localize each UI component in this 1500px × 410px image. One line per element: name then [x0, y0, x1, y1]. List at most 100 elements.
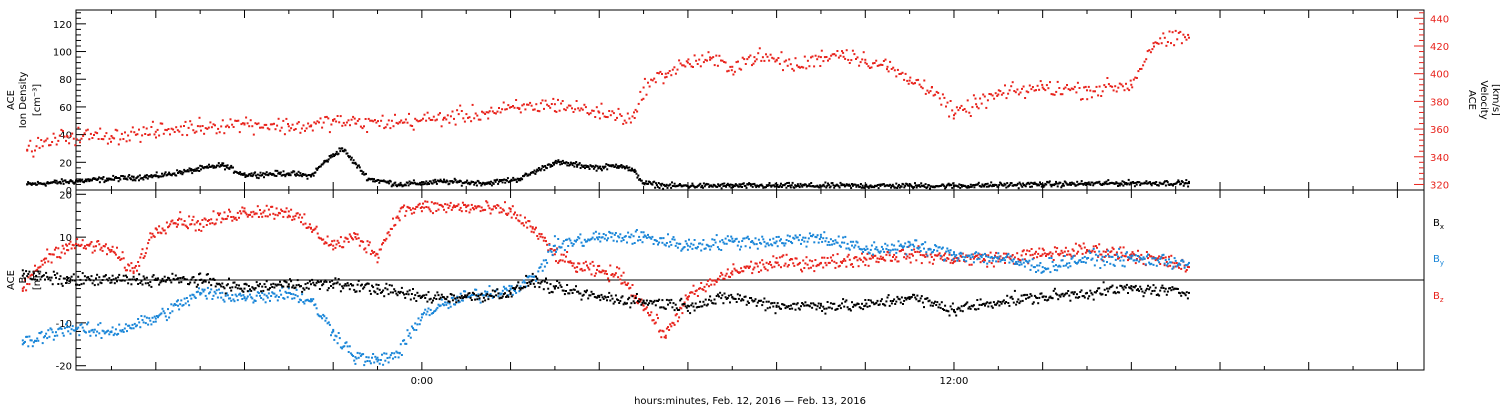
- trace-dot-2-848: [961, 252, 964, 255]
- trace-dot-4-186: [228, 277, 230, 280]
- trace-dot-3-106: [139, 326, 142, 329]
- trace-dot-2-211: [255, 212, 258, 215]
- trace-dot-1-685: [1089, 89, 1092, 92]
- trace-dot-3-399: [464, 290, 467, 293]
- trace-dot-3-613: [701, 243, 704, 246]
- tick-label-right-0: 320: [1430, 180, 1449, 191]
- data-point-1-27: [864, 58, 867, 61]
- trace-dot-2-618: [706, 279, 709, 282]
- trace-dot-1-441: [710, 57, 713, 60]
- trace-dot-4-203: [246, 290, 249, 293]
- trace-dot-2-865: [980, 253, 983, 256]
- trace-dot-4-476: [549, 283, 552, 286]
- trace-dot-4-119: [153, 278, 156, 281]
- trace-dot-3-935: [1058, 264, 1061, 267]
- trace-dot-4-40: [66, 276, 69, 278]
- trace-dot-4-365: [426, 300, 429, 303]
- trace-dot-3-6: [28, 335, 31, 338]
- trace-dot-2-524: [602, 269, 605, 272]
- trace-dot-2-354: [414, 208, 417, 210]
- trace-dot-2-714: [813, 270, 816, 273]
- trace-dot-1-247: [409, 124, 412, 127]
- trace-dot-3-476: [549, 249, 552, 252]
- trace-dot-2-657: [750, 260, 753, 263]
- trace-dot-0-1003: [915, 186, 918, 189]
- trace-dot-3-916: [1037, 269, 1040, 272]
- trace-dot-4-225: [271, 286, 274, 288]
- trace-dot-0-131: [142, 178, 145, 181]
- trace-dot-3-364: [425, 313, 428, 316]
- trace-dot-3-500: [576, 238, 579, 241]
- trace-dot-2-785: [892, 256, 894, 258]
- trace-dot-2-711: [810, 266, 812, 269]
- trace-dot-3-284: [336, 342, 339, 345]
- trace-dot-3-54: [81, 326, 84, 329]
- trace-dot-2-456: [527, 220, 530, 222]
- trace-dot-3-436: [505, 287, 508, 290]
- trace-dot-2-542: [622, 271, 625, 274]
- trace-dot-3-914: [1035, 271, 1037, 273]
- trace-dot-1-332: [541, 99, 544, 102]
- trace-dot-2-765: [869, 257, 872, 260]
- trace-dot-0-270: [265, 171, 268, 174]
- trace-dot-3-652: [744, 245, 747, 248]
- trace-dot-3-729: [829, 238, 832, 241]
- trace-dot-2-188: [230, 216, 233, 218]
- trace-dot-2-325: [382, 241, 385, 244]
- trace-dot-3-858: [972, 261, 975, 264]
- trace-dot-0-5: [30, 183, 33, 186]
- trace-dot-2-688: [784, 262, 787, 265]
- trace-dot-1-570: [910, 81, 913, 84]
- trace-dot-4-455: [526, 282, 529, 284]
- trace-dot-0-1007: [919, 185, 922, 188]
- trace-dot-3-268: [318, 315, 321, 318]
- trace-dot-0-1063: [968, 186, 971, 188]
- trace-dot-1-153: [263, 123, 266, 126]
- trace-dot-1-21: [58, 134, 61, 137]
- trace-dot-3-277: [328, 323, 331, 326]
- trace-dot-1-477: [766, 55, 769, 58]
- trace-dot-1-210: [352, 115, 355, 118]
- trace-dot-0-898: [822, 183, 825, 186]
- trace-dot-3-902: [1021, 258, 1024, 261]
- trace-dot-3-611: [699, 242, 702, 245]
- trace-dot-1-595: [949, 100, 952, 102]
- trace-dot-0-420: [398, 184, 401, 187]
- trace-dot-0-717: [662, 187, 665, 190]
- trace-dot-2-715: [814, 259, 817, 261]
- trace-dot-1-626: [997, 89, 1000, 92]
- trace-dot-3-993: [1122, 259, 1125, 262]
- trace-dot-4-444: [514, 288, 516, 291]
- trace-dot-0-650: [602, 167, 605, 170]
- trace-dot-0-535: [500, 179, 503, 181]
- trace-dot-2-629: [719, 275, 722, 278]
- trace-dot-0-573: [534, 172, 537, 175]
- trace-dot-3-504: [580, 241, 583, 244]
- trace-dot-1-640: [1019, 91, 1022, 94]
- data-point-1-19: [686, 61, 689, 64]
- trace-dot-1-190: [321, 126, 324, 129]
- trace-dot-4-166: [205, 273, 208, 276]
- trace-dot-2-233: [280, 208, 283, 211]
- trace-dot-0-272: [267, 174, 270, 177]
- trace-dot-3-467: [539, 266, 542, 269]
- trace-dot-3-983: [1111, 255, 1114, 258]
- trace-dot-0-1197: [1087, 181, 1090, 184]
- trace-dot-3-679: [774, 242, 777, 245]
- trace-dot-1-569: [909, 76, 912, 79]
- trace-dot-3-1024: [1156, 259, 1159, 262]
- trace-dot-2-601: [688, 295, 690, 298]
- trace-dot-2-647: [739, 271, 741, 274]
- trace-dot-3-975: [1102, 260, 1105, 263]
- trace-dot-3-745: [847, 247, 850, 250]
- trace-dot-0-962: [879, 184, 882, 187]
- trace-dot-2-74: [103, 245, 106, 248]
- trace-dot-3-723: [823, 231, 826, 234]
- trace-dot-1-562: [898, 73, 901, 75]
- trace-dot-2-365: [426, 200, 429, 203]
- bottom-data: [21, 200, 1190, 367]
- trace-dot-2-472: [545, 240, 547, 243]
- trace-dot-4-327: [384, 287, 387, 290]
- trace-dot-4-150: [188, 283, 191, 286]
- trace-dot-1-743: [1179, 30, 1182, 33]
